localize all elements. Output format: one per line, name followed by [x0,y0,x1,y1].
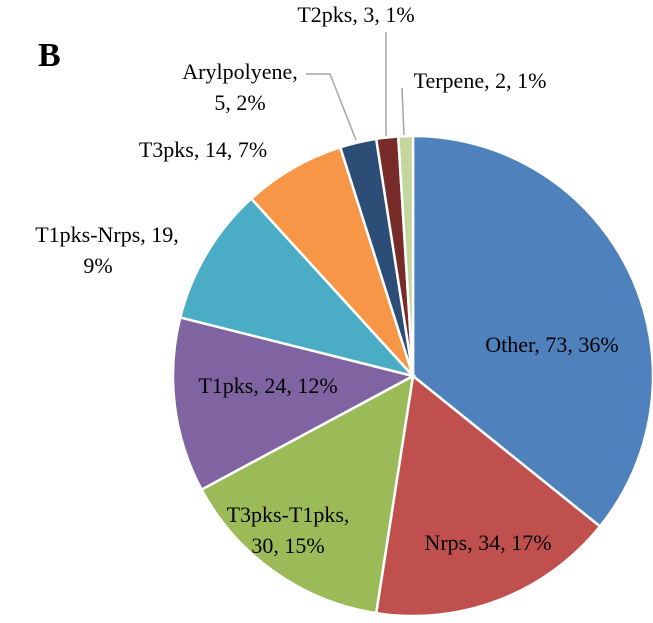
slice-label: T3pks, 14, 7% [139,137,267,162]
slice-label: T2pks, 3, 1% [297,2,414,27]
pie-slice [249,145,415,377]
leader-line [401,87,405,137]
pie-slice [411,134,653,529]
panel-label: B [38,37,61,74]
slice-label: Terpene, 2, 1% [414,68,547,93]
slice-label: 5, 2% [214,90,265,115]
slice-label: Nrps, 34, 17% [424,530,551,555]
pie-slice [374,373,602,618]
pie-slice [178,196,417,379]
leader-line [306,73,357,141]
pie-slice [396,134,415,377]
pie-slice [199,373,415,615]
slice-label: Other, 73, 36% [485,332,619,357]
slice-label: T1pks, 24, 12% [198,373,337,398]
slice-label: Arylpolyene, [182,59,297,84]
pie-slice [171,315,417,492]
slice-label: 9% [83,253,112,278]
slice-label: 30, 15% [251,533,324,558]
slice-label: T3pks-T1pks, [227,502,350,527]
slice-label: T1pks-Nrps, 19, [35,222,179,247]
